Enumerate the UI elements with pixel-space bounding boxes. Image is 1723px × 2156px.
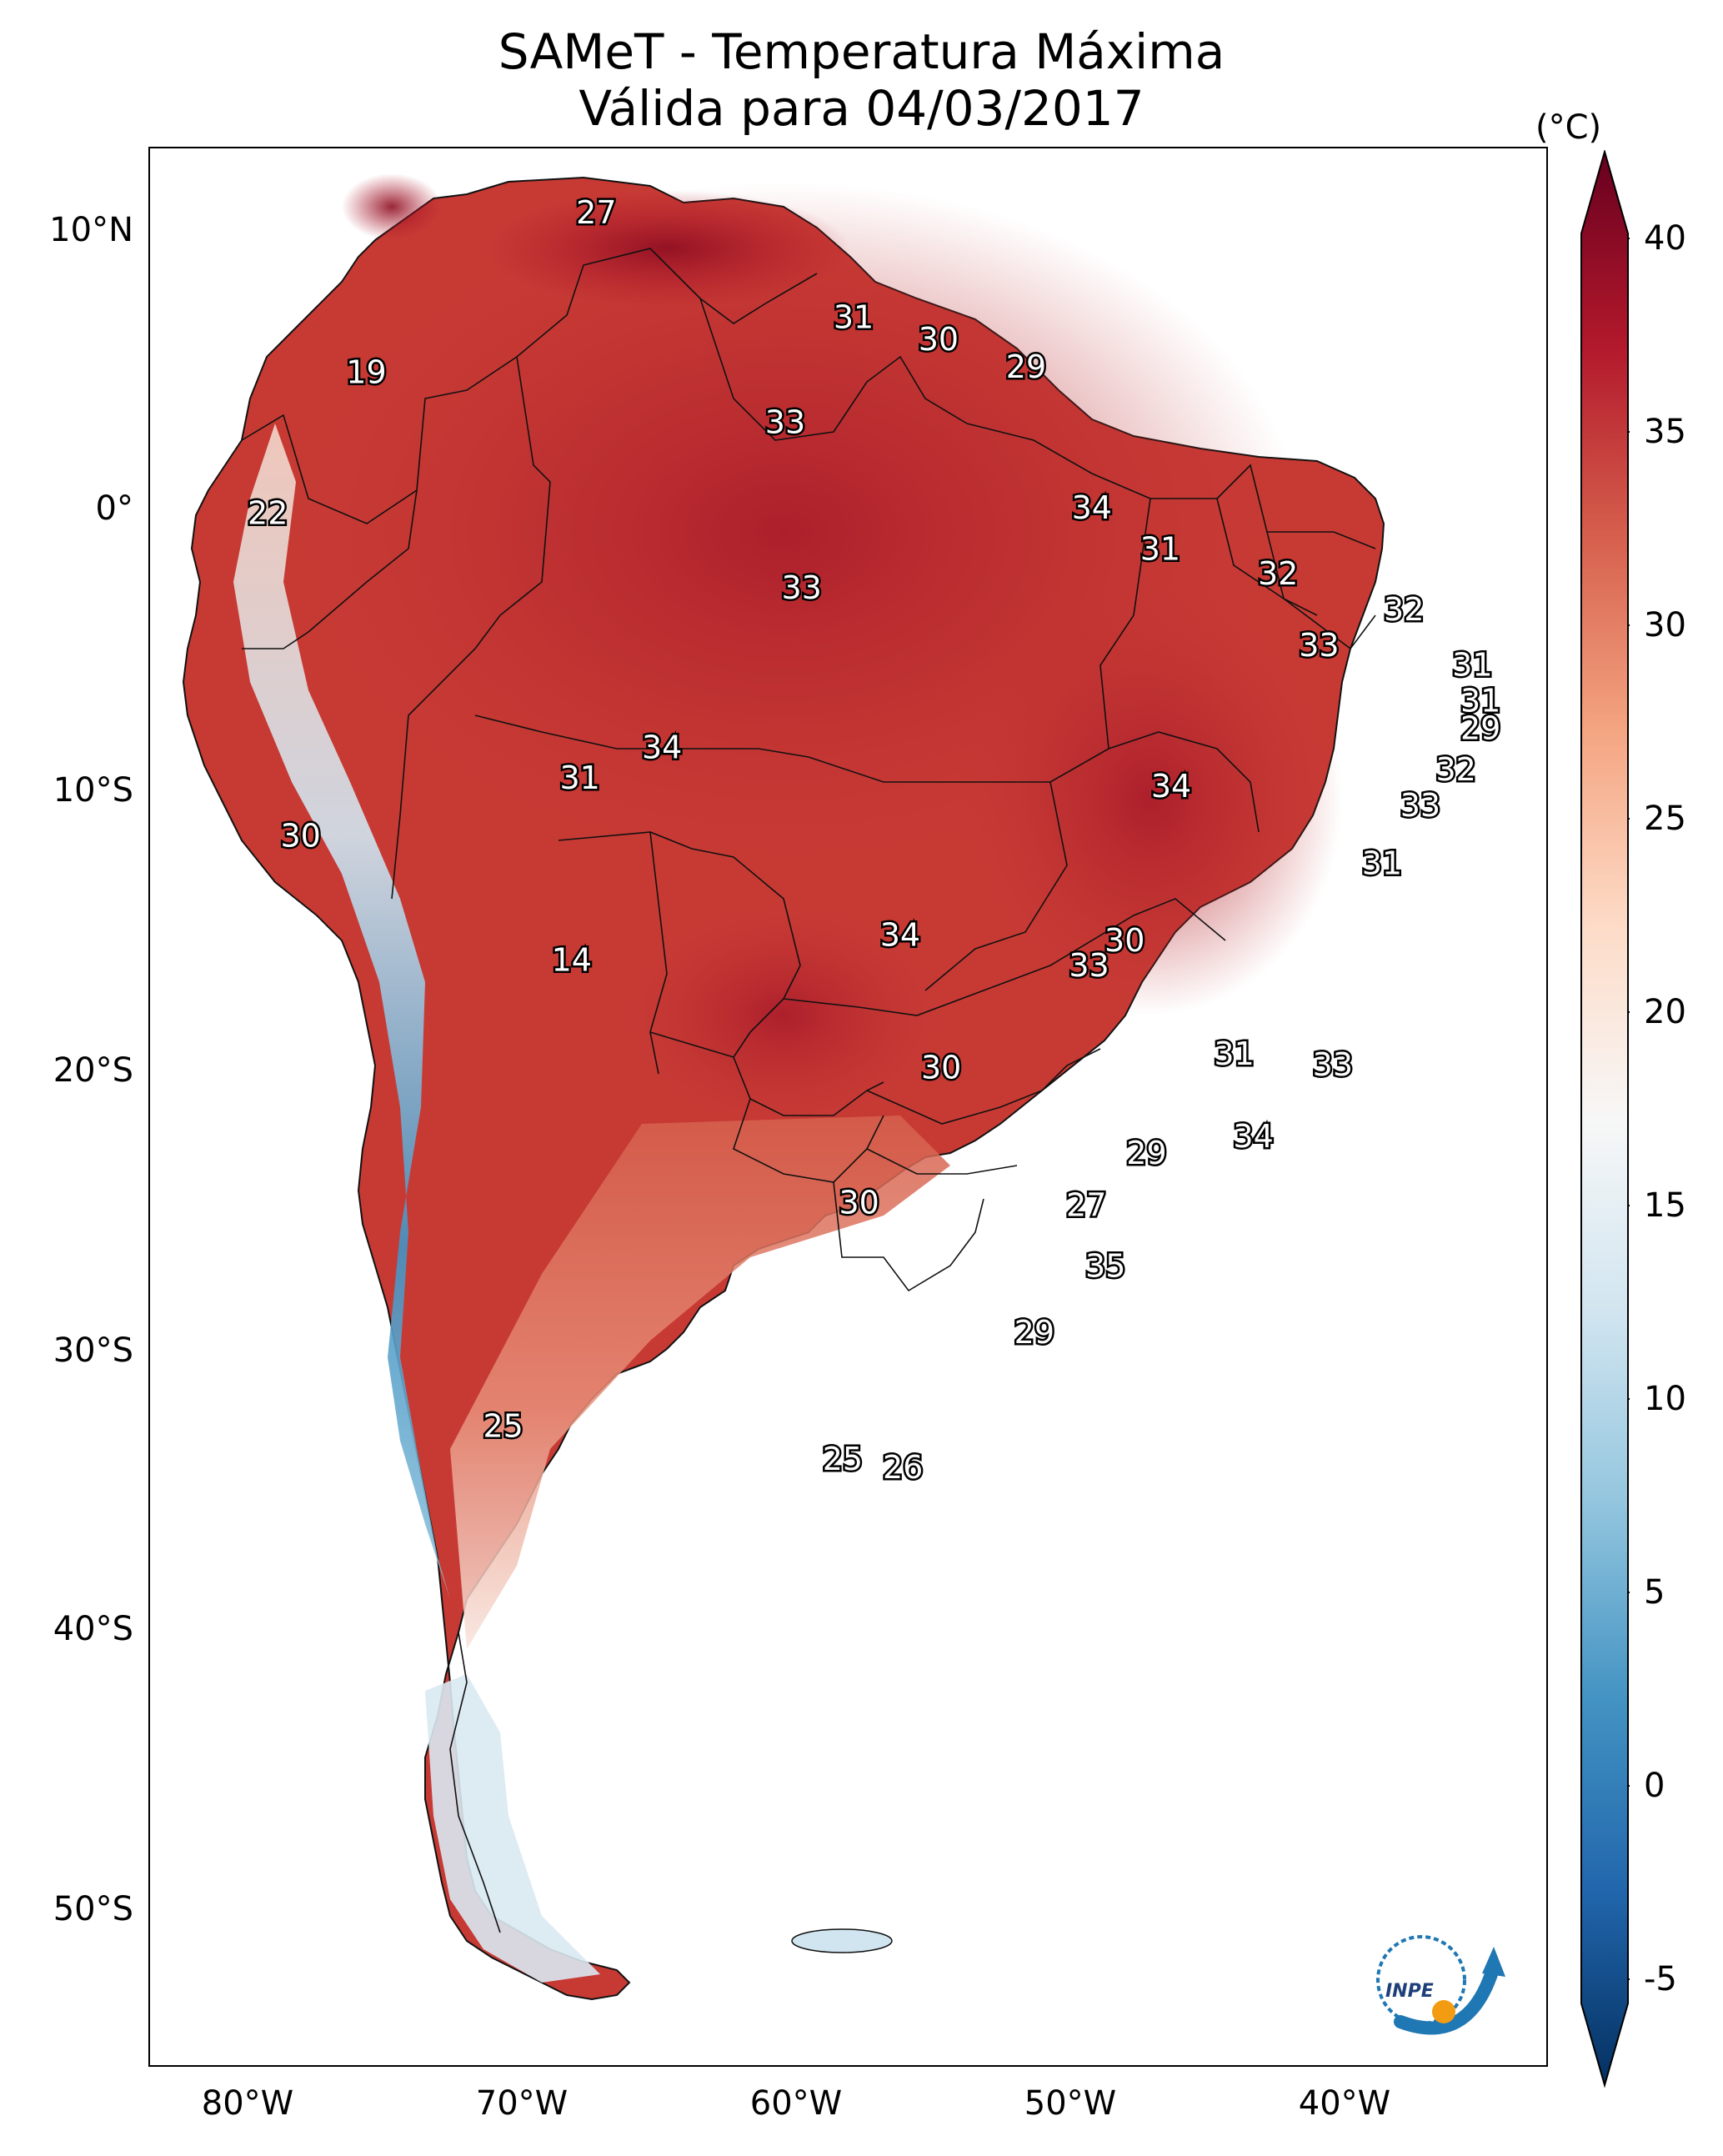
colorbar-tick-15: 15 xyxy=(1644,1186,1686,1225)
station-value-label: 29 xyxy=(1460,709,1500,746)
heat-core-maracaibo xyxy=(342,173,442,240)
station-value-label: 33 xyxy=(765,404,805,440)
station-value-label: 19 xyxy=(346,354,386,391)
lat-tick-30s: 30°S xyxy=(53,1331,133,1370)
station-value-label: 27 xyxy=(576,194,616,231)
station-value-label: 33 xyxy=(1313,1046,1353,1083)
colorbar-tick-20: 20 xyxy=(1644,993,1686,1031)
station-value-label: 30 xyxy=(921,1049,961,1086)
station-value-label: 31 xyxy=(1140,530,1180,567)
inpe-logo-text: INPE xyxy=(1385,1981,1434,2002)
station-value-label: 30 xyxy=(1104,922,1144,959)
lat-tick-0: 0° xyxy=(95,489,133,528)
station-value-label: 33 xyxy=(781,569,821,606)
map-subtitle: Válida para 04/03/2017 xyxy=(579,80,1144,137)
lat-tick-10s: 10°S xyxy=(53,771,133,810)
lat-tick-20s: 20°S xyxy=(53,1051,133,1090)
heat-core-east-brazil xyxy=(959,582,1342,1015)
station-value-label: 25 xyxy=(823,1441,863,1477)
station-value-label: 32 xyxy=(1384,591,1424,628)
station-value-label: 29 xyxy=(1014,1314,1054,1351)
lat-tick-50s: 50°S xyxy=(53,1890,133,1928)
lon-tick-80w: 80°W xyxy=(201,2084,294,2123)
station-value-label: 33 xyxy=(1299,627,1339,664)
patagonia-cold-zone xyxy=(425,1674,600,1983)
station-value-label: 22 xyxy=(248,494,288,531)
heat-core-chaco xyxy=(617,899,950,1132)
station-value-label: 34 xyxy=(1151,768,1191,805)
station-value-label: 27 xyxy=(1066,1187,1106,1224)
colorbar-tick-30: 30 xyxy=(1644,606,1686,644)
station-value-label: 31 xyxy=(559,760,599,796)
colorbar-tick-0: 0 xyxy=(1644,1767,1665,1805)
station-value-label: 25 xyxy=(483,1407,523,1444)
colorbar-tick-35: 35 xyxy=(1644,413,1686,451)
heat-core-venezuela xyxy=(483,190,850,307)
station-value-label: 33 xyxy=(1400,787,1440,824)
station-value-label: 31 xyxy=(1460,682,1500,719)
lon-tick-70w: 70°W xyxy=(475,2084,568,2123)
inpe-logo: INPE xyxy=(1376,1935,1505,2035)
lon-tick-60w: 60°W xyxy=(749,2084,843,2123)
station-value-label: 30 xyxy=(919,321,959,358)
station-value-label: 31 xyxy=(1214,1035,1254,1072)
station-value-label: 26 xyxy=(883,1449,923,1486)
temperate-south-zone xyxy=(450,1116,950,1649)
colorbar-bar xyxy=(1580,150,1629,2088)
lon-tick-50w: 50°W xyxy=(1024,2084,1117,2123)
station-value-label: 31 xyxy=(834,299,874,336)
station-value-label: 34 xyxy=(642,730,682,766)
station-value-label: 30 xyxy=(839,1184,879,1221)
station-value-label: 34 xyxy=(880,917,920,954)
lat-tick-10n: 10°N xyxy=(49,211,133,249)
lat-tick-40s: 40°S xyxy=(53,1610,133,1648)
colorbar-tick-40: 40 xyxy=(1644,219,1686,258)
lon-tick-40w: 40°W xyxy=(1298,2084,1391,2123)
colorbar-unit: (°C) xyxy=(1535,108,1602,147)
colorbar xyxy=(1580,150,1630,2088)
station-value-label: 32 xyxy=(1435,751,1475,788)
falkland-islands xyxy=(791,1928,893,1953)
colorbar-tick-minus5: -5 xyxy=(1644,1960,1677,1998)
station-value-label: 32 xyxy=(1258,555,1298,592)
station-value-label: 30 xyxy=(280,817,320,854)
map-plot-area: 27 19 31 30 29 33 22 34 31 33 32 32 33 31 31 29 34 31 32 34… xyxy=(148,147,1548,2067)
andes-cold-band xyxy=(233,424,450,1599)
station-value-label: 35 xyxy=(1085,1248,1125,1285)
station-value-label: 31 xyxy=(1452,646,1492,683)
colorbar-tick-5: 5 xyxy=(1644,1573,1665,1612)
colorbar-tick-25: 25 xyxy=(1644,800,1686,838)
station-value-label: 31 xyxy=(1362,845,1402,882)
station-value-label: 33 xyxy=(1069,947,1109,984)
station-value-label: 29 xyxy=(1126,1135,1166,1171)
colorbar-tick-10: 10 xyxy=(1644,1380,1686,1418)
station-value-label: 14 xyxy=(552,941,592,978)
station-value-label: 29 xyxy=(1006,348,1046,385)
station-value-label: 34 xyxy=(1072,489,1112,526)
station-value-label: 34 xyxy=(1233,1118,1273,1155)
country-borders xyxy=(241,248,1376,1933)
map-title: SAMeT - Temperatura Máxima xyxy=(498,23,1225,80)
